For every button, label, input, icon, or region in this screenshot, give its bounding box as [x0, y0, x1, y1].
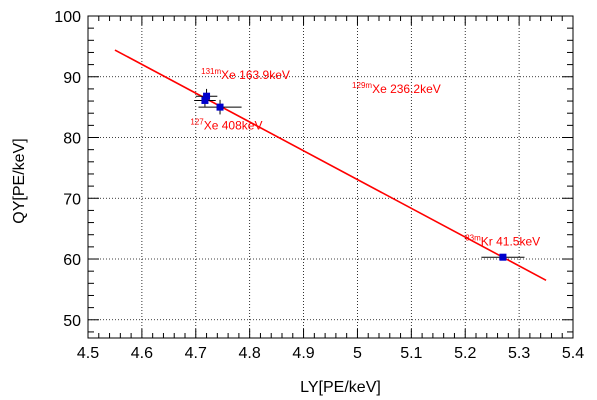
x-tick-label: 5 — [353, 345, 362, 362]
annotation-text: Kr 41.5keV — [481, 235, 540, 249]
x-tick-label: 5.3 — [508, 345, 530, 362]
plot-frame — [87, 15, 574, 339]
x-tick-label: 4.7 — [185, 345, 207, 362]
x-axis-label: LY[PE/keV] — [300, 379, 381, 396]
y-tick-label: 90 — [63, 70, 81, 87]
fit-line-group — [114, 49, 547, 281]
annotation-text: Xe 408keV — [204, 119, 263, 133]
annotation-text: Xe 163.9keV — [221, 68, 290, 82]
point-annotation: 131mXe 163.9keV — [201, 67, 290, 82]
x-tick-label: 5.2 — [454, 345, 476, 362]
point-annotation: 83mKr 41.5keV — [465, 234, 540, 249]
data-points — [201, 92, 507, 261]
annotations: 131mXe 163.9keV 129mXe 236.2keV 127Xe 408k… — [190, 67, 540, 248]
x-tick-label: 4.8 — [239, 345, 261, 362]
y-tick-label: 80 — [63, 131, 81, 148]
y-tick-label: 70 — [63, 191, 81, 208]
fit-line — [114, 49, 547, 281]
annotation-superscript: 127 — [190, 118, 204, 127]
point-annotation: 127Xe 408keV — [190, 118, 262, 133]
y-tick-label: 60 — [63, 252, 81, 269]
data-point — [216, 103, 224, 111]
y-axis-label: QY[PE/keV] — [11, 138, 28, 223]
x-tick-label: 4.5 — [77, 345, 99, 362]
data-point — [203, 92, 211, 100]
annotation-text: Xe 236.2keV — [372, 82, 441, 96]
annotation-superscript: 131m — [201, 67, 221, 76]
annotation-superscript: 83m — [465, 234, 481, 243]
point-annotation: 129mXe 236.2keV — [352, 81, 441, 96]
x-tick-label: 4.6 — [131, 345, 153, 362]
x-tick-label: 5.4 — [562, 345, 584, 362]
annotation-superscript: 129m — [352, 81, 372, 90]
y-tick-label: 100 — [54, 9, 81, 26]
data-point — [201, 96, 209, 104]
y-tick-label: 50 — [63, 313, 81, 330]
x-tick-label: 4.9 — [292, 345, 314, 362]
axis-ticks: 4.5 4.6 4.7 4.8 4.9 5 5.1 5.2 5.3 5.4 50 60 70 80 90 10… — [54, 9, 584, 362]
data-point — [499, 253, 507, 261]
x-tick-label: 5.1 — [400, 345, 422, 362]
